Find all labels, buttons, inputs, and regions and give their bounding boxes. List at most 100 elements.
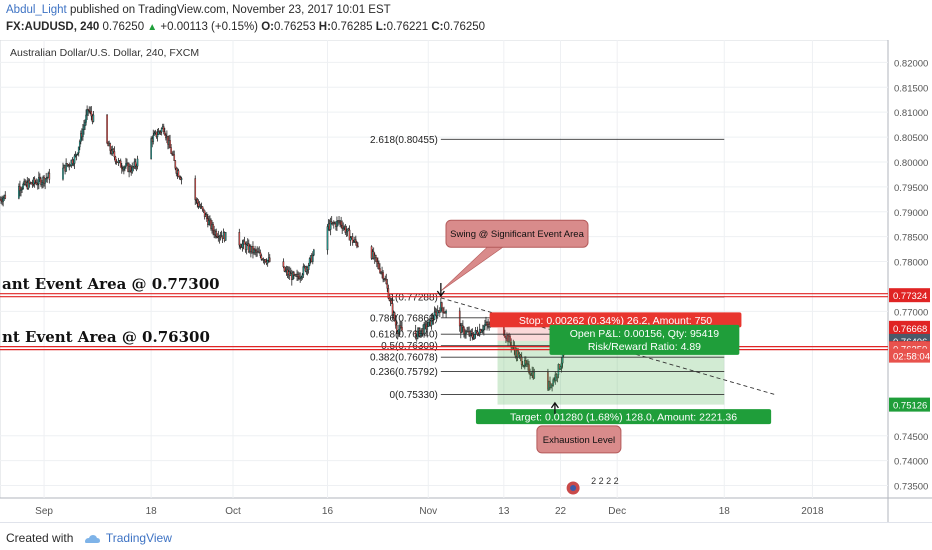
candle-body [194,178,197,200]
candle-body [344,226,347,233]
publish-line: Abdul_Light published on TradingView.com… [6,4,391,16]
high-value: 0.76285 [330,21,373,33]
swing-arrow-head [436,290,445,298]
price-tag: 0.75126 [893,401,927,412]
candle-body [77,146,80,154]
candle-body [341,224,343,229]
candle-body [329,221,332,230]
candle-body [212,224,214,231]
y-tick-label: 0.81000 [894,108,928,119]
candle-body [283,266,286,272]
candle-body [20,189,22,191]
candle-body [257,250,260,253]
candle-body [78,141,81,148]
candle-body [69,165,72,167]
y-tick-label: 0.82000 [894,58,928,69]
candle-body [282,261,285,268]
candle-body [356,242,358,247]
candle-body [386,283,389,289]
candle-body [352,241,355,243]
candle-body [129,165,131,171]
candle-body [504,334,506,338]
candle-body [518,353,521,356]
candle-body [441,302,443,309]
price-chart[interactable]: 0.82000 0.81500 0.81000 0.80500 0.80000 0.795… [0,40,932,522]
candle-body [39,176,41,179]
candle-body [458,310,461,327]
candle-body [293,272,295,276]
candle-body [197,202,200,207]
x-tick-label: 18 [146,506,158,517]
candle-body [123,167,125,171]
candle-body [119,160,122,168]
candle-body [74,154,77,157]
candle-body [486,322,488,325]
price-change: +0.00113 (+0.15%) [160,21,259,33]
event-flag-center [570,485,577,491]
candle-body [239,244,242,247]
last-price: 0.76250 [102,21,145,33]
candle-body [351,236,354,243]
candle-body [307,265,310,270]
candle-body [208,220,210,225]
author-link[interactable]: Abdul_Light [6,4,67,16]
candle-body [559,366,562,370]
event-area-label: ant Event Area @ 0.77300 [2,275,220,293]
candle-body [533,372,536,379]
candle-body [83,125,85,130]
candle-body [254,248,256,251]
candle-body [398,329,400,334]
candle-body [48,172,51,180]
candle-body [377,261,379,264]
candle-body [65,163,67,172]
candle-body [445,310,447,314]
candle-body [205,214,208,219]
candle-body [560,362,563,367]
callout-swing-text: Swing @ Significant Event Area [450,229,584,240]
candle-body [131,166,134,173]
candle-body [170,147,172,154]
candle-body [378,263,380,269]
candle-body [2,197,4,202]
footer: Created with TradingView [0,522,932,550]
candle-body [522,365,525,367]
candle-body [395,324,398,333]
open-label: O: [261,21,275,33]
candle-body [84,122,86,127]
candle-body [462,325,464,328]
candle-body [463,327,465,335]
candle-body [382,272,384,280]
candle-body [72,163,75,165]
candle-body [155,131,158,137]
candle-body [430,317,433,326]
candle-body [113,151,116,158]
candle-body [355,239,357,243]
candle-body [86,109,88,116]
candle-body [416,330,419,339]
candle-body [372,251,375,259]
candle-body [528,364,530,374]
price-tag: 0.76668 [893,324,927,335]
candle-body [90,111,93,117]
chart-frame[interactable]: 0.82000 0.81500 0.81000 0.80500 0.80000 0.795… [0,40,932,522]
candle-body [27,180,30,189]
candle-body [163,131,166,136]
symbol-label[interactable]: FX:AUDUSD, 240 [6,21,100,33]
candle-body [326,226,329,251]
exhaustion-arrow-head [550,401,559,409]
y-tick-label: 0.77000 [894,307,928,318]
tradingview-brand-link[interactable]: TradingView [105,531,172,545]
candle-body [178,176,181,178]
price-tag-bg [889,320,930,335]
low-value: 0.76221 [386,21,429,33]
chart-header: Abdul_Light published on TradingView.com… [0,0,932,40]
candle-body [379,268,381,273]
candle-body [300,276,303,279]
candle-body [73,155,76,164]
stop-badge-bg [489,312,742,328]
candle-body [112,148,115,152]
candle-body [399,325,401,330]
candle-body [169,140,171,148]
fib-level-label: 2.618(0.80455) [370,135,438,146]
price-tag-bg [889,288,930,303]
